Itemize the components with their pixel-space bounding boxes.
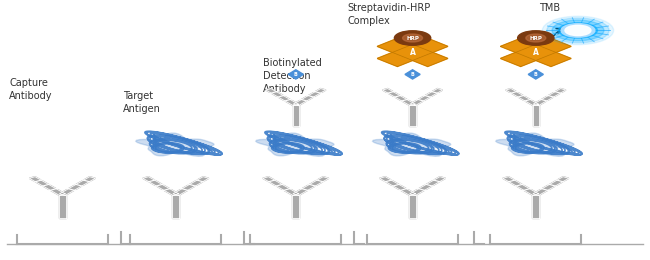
Polygon shape [292,195,299,218]
Polygon shape [410,89,443,106]
Polygon shape [500,38,571,67]
Polygon shape [382,89,415,106]
Polygon shape [506,89,538,106]
Polygon shape [405,70,420,79]
Text: Target
Antigen: Target Antigen [123,91,161,114]
Polygon shape [409,195,416,218]
Text: HRP: HRP [529,36,542,41]
Circle shape [517,31,554,45]
Polygon shape [293,89,326,106]
Polygon shape [377,38,448,67]
Polygon shape [288,70,304,79]
Polygon shape [377,38,448,67]
Polygon shape [172,195,179,218]
Circle shape [552,20,604,41]
Polygon shape [59,177,96,196]
Polygon shape [29,177,65,196]
Text: TMB: TMB [539,3,560,13]
Polygon shape [410,105,416,126]
Polygon shape [528,70,543,79]
Polygon shape [410,177,445,196]
Polygon shape [496,133,574,156]
Polygon shape [292,105,299,126]
Circle shape [558,23,597,38]
Polygon shape [293,177,329,196]
Circle shape [542,16,614,45]
Text: HRP: HRP [406,36,419,41]
Circle shape [402,34,423,42]
Circle shape [561,24,595,37]
Text: B: B [411,72,415,77]
Polygon shape [136,133,214,156]
Text: Capture
Antibody: Capture Antibody [9,78,53,101]
Polygon shape [143,177,179,196]
Text: A: A [410,48,415,57]
Polygon shape [372,133,450,156]
Polygon shape [500,38,571,67]
Polygon shape [533,177,569,196]
Polygon shape [503,177,539,196]
Polygon shape [256,133,334,156]
Polygon shape [532,195,540,218]
Text: A: A [533,48,539,57]
Text: Streptavidin-HRP
Complex: Streptavidin-HRP Complex [348,3,431,27]
Polygon shape [263,177,299,196]
Polygon shape [266,89,298,106]
Text: B: B [294,72,298,77]
Polygon shape [532,105,539,126]
Circle shape [547,18,609,43]
Text: Biotinylated
Detection
Antibody: Biotinylated Detection Antibody [263,57,322,94]
Polygon shape [533,89,566,106]
Polygon shape [380,177,415,196]
Polygon shape [173,177,209,196]
Text: B: B [534,72,538,77]
Circle shape [526,34,546,42]
Circle shape [395,31,431,45]
Circle shape [565,25,591,36]
Polygon shape [58,195,66,218]
